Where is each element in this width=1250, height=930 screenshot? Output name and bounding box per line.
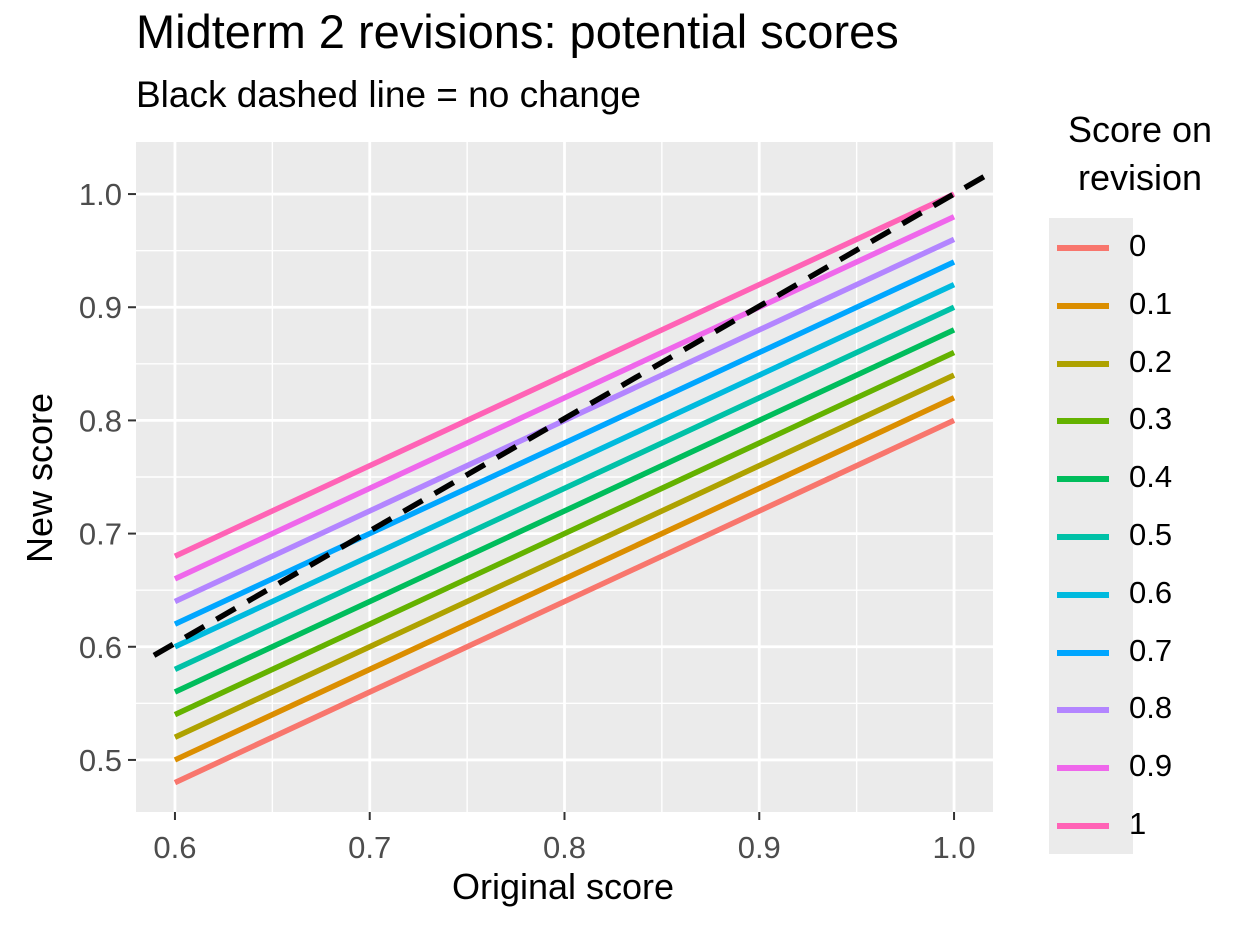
legend-label: 0.6 <box>1129 574 1173 610</box>
legend-title: Score on revision <box>1067 109 1213 198</box>
y-tick-label: 0.5 <box>79 743 122 778</box>
y-tick-label: 0.9 <box>79 290 122 325</box>
legend-key-swatch <box>1057 245 1109 251</box>
y-tick-label: 1.0 <box>79 177 122 212</box>
legend-item: 0.2 <box>1049 336 1249 394</box>
legend-item: 0.6 <box>1049 567 1249 625</box>
x-tick-label: 0.7 <box>348 830 391 865</box>
y-tick-label: 0.7 <box>79 517 122 552</box>
legend-label: 0.4 <box>1129 459 1173 495</box>
legend-key-swatch <box>1057 823 1109 829</box>
series-line-0.4 <box>173 327 956 695</box>
legend-label: 0.7 <box>1129 632 1173 668</box>
series-line-0.3 <box>173 350 956 718</box>
y-axis-label: New score <box>19 392 60 564</box>
x-axis-ticks: 0.6 0.7 0.8 0.9 1.0 <box>153 812 976 865</box>
legend-label: 0.5 <box>1129 517 1173 552</box>
legend-item: 0.5 <box>1049 509 1249 567</box>
x-tick-label: 0.8 <box>543 830 586 865</box>
legend-item: 0.7 <box>1049 625 1249 683</box>
chart-subtitle: Black dashed line = no change <box>136 74 642 115</box>
legend-key-swatch <box>1057 534 1109 540</box>
legend-key-swatch <box>1057 591 1109 598</box>
no-change-reference-line <box>152 169 995 658</box>
legend-item: 0.3 <box>1049 393 1249 451</box>
legend-label: 0.3 <box>1129 401 1173 437</box>
series-lines <box>173 191 956 786</box>
legend-item: 0.9 <box>1049 740 1249 798</box>
x-axis-label: Original score <box>451 866 675 907</box>
series-line-0 <box>173 417 956 786</box>
legend-key-swatch <box>1057 707 1109 714</box>
chart-title: Midterm 2 revisions: potential scores <box>136 5 899 58</box>
legend-label: 1 <box>1129 806 1147 841</box>
series-line-0.5 <box>173 304 956 672</box>
x-tick-label: 0.9 <box>738 830 781 865</box>
legend-key-swatch <box>1057 649 1109 656</box>
series-line-1 <box>173 191 956 559</box>
legend-label: 0.9 <box>1129 748 1173 784</box>
series-line-0.9 <box>173 214 956 582</box>
legend-key-swatch <box>1057 302 1109 309</box>
series-line-0.1 <box>173 395 956 763</box>
y-axis-ticks: 0.5 0.6 0.7 0.8 0.9 1.0 <box>79 177 136 778</box>
legend-key-swatch <box>1057 360 1109 367</box>
legend-key-swatch <box>1057 476 1109 483</box>
legend-label: 0.2 <box>1129 343 1173 379</box>
legend-label: 0.1 <box>1129 285 1173 321</box>
legend-item: 0.4 <box>1049 451 1249 509</box>
legend-label: 0.8 <box>1129 690 1173 726</box>
x-tick-label: 0.6 <box>153 830 196 865</box>
y-tick-label: 0.6 <box>79 630 122 665</box>
legend-label: 0 <box>1129 228 1147 263</box>
series-line-0.2 <box>173 372 956 740</box>
series-line-0.6 <box>173 282 956 650</box>
y-tick-label: 0.8 <box>79 403 122 438</box>
legend-item: 0.8 <box>1049 682 1249 740</box>
legend-item: 0.1 <box>1049 278 1249 336</box>
legend-key-swatch <box>1057 418 1109 425</box>
legend-item: 0 <box>1049 220 1249 278</box>
legend-item: 1 <box>1049 798 1249 856</box>
legend-key-swatch <box>1057 765 1109 772</box>
series-line-0.7 <box>173 259 956 627</box>
reference-line-group <box>152 169 995 658</box>
x-tick-label: 1.0 <box>932 830 975 865</box>
